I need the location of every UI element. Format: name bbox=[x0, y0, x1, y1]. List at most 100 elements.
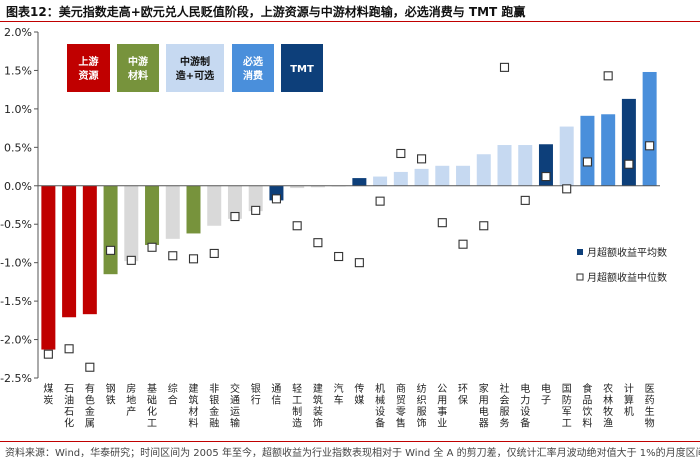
median-marker-石油石化 bbox=[64, 344, 74, 354]
x-tick-label: 纺织服饰 bbox=[417, 382, 427, 430]
median-marker-环保 bbox=[458, 239, 468, 249]
x-tick-label: 交通运输 bbox=[230, 382, 240, 430]
bar-煤炭 bbox=[41, 185, 56, 350]
group-box-label: 中游制造+可选 bbox=[176, 55, 214, 82]
y-tick-label: -0.5% bbox=[0, 218, 32, 231]
x-tick-label: 农林牧渔 bbox=[603, 382, 613, 430]
x-tick-label: 非银金融 bbox=[209, 383, 219, 430]
figure-title: 图表12：美元指数走高+欧元兑人民贬值阶段，上游资源与中游材料跑输，必选消费与 … bbox=[6, 5, 526, 19]
marker-series-median bbox=[43, 62, 655, 372]
x-tick-label: 有色金属 bbox=[85, 382, 95, 430]
bar-机械设备 bbox=[373, 176, 388, 186]
y-tick-label: -2.0% bbox=[0, 334, 32, 347]
median-marker-医药生物 bbox=[645, 141, 655, 151]
y-tick-label: 2.0% bbox=[4, 26, 32, 39]
median-marker-机械设备 bbox=[375, 196, 385, 206]
x-tick-label: 商贸零售 bbox=[396, 382, 406, 430]
bar-房地产 bbox=[124, 185, 139, 262]
bar-电力设备 bbox=[518, 145, 533, 186]
bar-计算机 bbox=[621, 98, 636, 186]
x-tick-label: 电力设备 bbox=[520, 382, 530, 430]
x-tick-label: 机械设备 bbox=[375, 382, 385, 430]
x-tick-label: 社会服务 bbox=[500, 382, 510, 430]
bar-商贸零售 bbox=[393, 171, 408, 186]
median-marker-传媒 bbox=[354, 258, 364, 268]
median-marker-钢铁 bbox=[106, 245, 116, 255]
bar-综合 bbox=[165, 185, 180, 239]
median-marker-纺织服饰 bbox=[417, 154, 427, 164]
legend-label-median: 月超额收益中位数 bbox=[587, 271, 667, 284]
y-tick-label: 0.0% bbox=[4, 180, 32, 193]
median-marker-建筑装饰 bbox=[313, 238, 323, 248]
x-tick-label: 建筑装饰 bbox=[313, 382, 323, 430]
bar-钢铁 bbox=[103, 185, 118, 275]
y-tick-label: 0.5% bbox=[4, 141, 32, 154]
x-tick-label: 电子 bbox=[541, 382, 551, 407]
bar-建筑材料 bbox=[186, 185, 201, 234]
group-box-midstream bbox=[117, 44, 159, 92]
x-tick-label: 通信 bbox=[271, 383, 281, 407]
median-marker-公用事业 bbox=[437, 218, 447, 228]
bar-纺织服饰 bbox=[414, 168, 429, 186]
median-marker-煤炭 bbox=[43, 349, 53, 359]
y-tick-label: -1.5% bbox=[0, 295, 32, 308]
bar-环保 bbox=[456, 165, 471, 186]
x-tick-label: 建筑材料 bbox=[189, 382, 199, 430]
group-box-label: 上游资源 bbox=[79, 55, 99, 82]
bar-chart: -2.5% -2.0% -1.5% -1.0% -0.5% 0.0% 0.5% 1.0% 1.5… bbox=[0, 26, 667, 430]
median-marker-轻工制造 bbox=[292, 221, 302, 231]
bar-series-mean bbox=[38, 71, 660, 350]
y-tick-label: 1.0% bbox=[4, 103, 32, 116]
x-tick-label: 综合 bbox=[168, 382, 178, 407]
bar-家用电器 bbox=[476, 154, 491, 186]
bar-银行 bbox=[248, 185, 263, 212]
group-box-upstream bbox=[67, 44, 110, 92]
x-tick-label: 轻工制造 bbox=[292, 382, 302, 430]
bar-传媒 bbox=[352, 178, 367, 186]
median-marker-房地产 bbox=[126, 255, 136, 265]
median-marker-建筑材料 bbox=[188, 254, 199, 264]
bar-食品饮料 bbox=[580, 115, 595, 186]
bar-基础化工 bbox=[145, 185, 160, 245]
median-marker-计算机 bbox=[624, 159, 634, 169]
figure-header: 图表12：美元指数走高+欧元兑人民贬值阶段，上游资源与中游材料跑输，必选消费与 … bbox=[0, 0, 700, 22]
bar-农林牧渔 bbox=[601, 114, 616, 186]
y-axis: -2.5% -2.0% -1.5% -1.0% -0.5% 0.0% 0.5% 1.0% 1.5… bbox=[0, 26, 39, 385]
group-box-label: 中游材料 bbox=[128, 55, 148, 82]
bar-医药生物 bbox=[642, 71, 657, 186]
group-box-tmt bbox=[281, 44, 323, 92]
header-rule bbox=[0, 21, 700, 22]
median-marker-通信 bbox=[271, 194, 281, 204]
median-marker-电力设备 bbox=[520, 195, 530, 205]
x-tick-label: 汽车 bbox=[334, 382, 344, 407]
x-tick-label: 钢铁 bbox=[106, 382, 116, 407]
y-tick-label: -1.0% bbox=[0, 257, 32, 270]
x-tick-label: 环保 bbox=[458, 384, 468, 407]
median-marker-国防军工 bbox=[562, 184, 572, 194]
group-box-staples bbox=[232, 44, 274, 92]
median-marker-社会服务 bbox=[499, 62, 510, 72]
x-tick-label: 家用电器 bbox=[479, 382, 489, 430]
median-marker-电子 bbox=[541, 172, 551, 182]
y-tick-label: 1.5% bbox=[4, 64, 32, 77]
median-marker-银行 bbox=[251, 205, 261, 215]
x-tick-label: 煤炭 bbox=[43, 382, 53, 407]
x-tick-label: 食品饮料 bbox=[582, 382, 592, 430]
group-box-label: TMT bbox=[290, 64, 314, 75]
median-marker-食品饮料 bbox=[582, 157, 592, 167]
median-marker-综合 bbox=[168, 251, 178, 261]
median-marker-基础化工 bbox=[147, 242, 157, 252]
x-tick-label: 石油石化 bbox=[64, 384, 74, 430]
median-marker-交通运输 bbox=[230, 211, 240, 222]
median-marker-有色金属 bbox=[85, 362, 95, 372]
source-note: 资料来源：Wind，华泰研究；时间区间为 2005 年至今，超额收益为行业指数表… bbox=[5, 448, 700, 459]
y-tick-label: -2.5% bbox=[0, 372, 32, 385]
x-tick-label: 国防军工 bbox=[562, 383, 572, 430]
legend-swatch-median bbox=[576, 273, 584, 281]
figure-footer: 资料来源：Wind，华泰研究；时间区间为 2005 年至今，超额收益为行业指数表… bbox=[0, 441, 700, 460]
x-tick-label: 计算机 bbox=[624, 382, 634, 418]
median-marker-非银金融 bbox=[209, 248, 219, 258]
bar-国防军工 bbox=[559, 126, 574, 186]
median-marker-汽车 bbox=[334, 251, 344, 262]
